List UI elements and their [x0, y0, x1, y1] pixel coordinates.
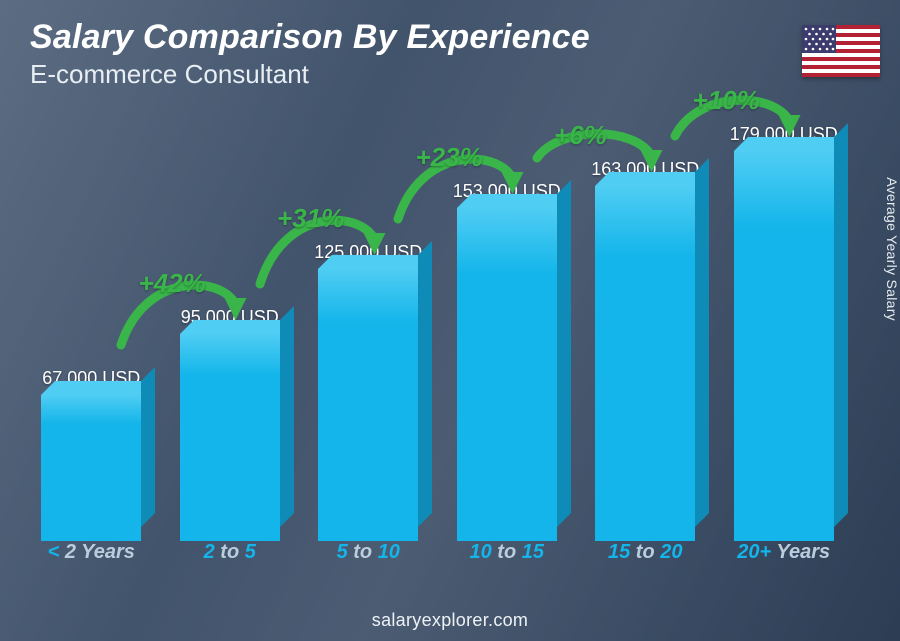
delta-label: +31% [277, 203, 344, 234]
title-block: Salary Comparison By Experience E-commer… [30, 18, 590, 90]
bar-column: 125,000 USD [307, 242, 430, 541]
delta-label: +10% [693, 85, 760, 116]
delta-label: +23% [416, 142, 483, 173]
bar [318, 269, 418, 541]
bar [595, 186, 695, 541]
delta-label: +6% [554, 120, 607, 151]
delta-label: +42% [139, 268, 206, 299]
bar-column: 163,000 USD [584, 159, 707, 541]
x-labels-container: < 2 Years 2 to 5 5 to 10 10 to 15 15 to 20 20… [30, 541, 845, 571]
x-label: 20+ Years [723, 541, 846, 571]
x-label: 2 to 5 [169, 541, 292, 571]
footer-text: salaryexplorer.com [0, 610, 900, 631]
bar-column: 67,000 USD [30, 368, 153, 541]
x-label: 10 to 15 [446, 541, 569, 571]
page-subtitle: E-commerce Consultant [30, 59, 590, 90]
bar [41, 395, 141, 541]
bar-column: 153,000 USD [446, 181, 569, 541]
bar [734, 151, 834, 541]
y-axis-label: Average Yearly Salary [884, 177, 900, 321]
x-label: 5 to 10 [307, 541, 430, 571]
x-label: 15 to 20 [584, 541, 707, 571]
bar-column: 95,000 USD [169, 307, 292, 541]
us-flag-icon [802, 25, 880, 77]
bar-column: 179,000 USD [723, 124, 846, 541]
bar [457, 208, 557, 541]
chart-area: 67,000 USD95,000 USD125,000 USD153,000 U… [30, 100, 845, 571]
x-label: < 2 Years [30, 541, 153, 571]
page-root: Salary Comparison By Experience E-commer… [0, 0, 900, 641]
bar [180, 334, 280, 541]
page-title: Salary Comparison By Experience [30, 18, 590, 57]
